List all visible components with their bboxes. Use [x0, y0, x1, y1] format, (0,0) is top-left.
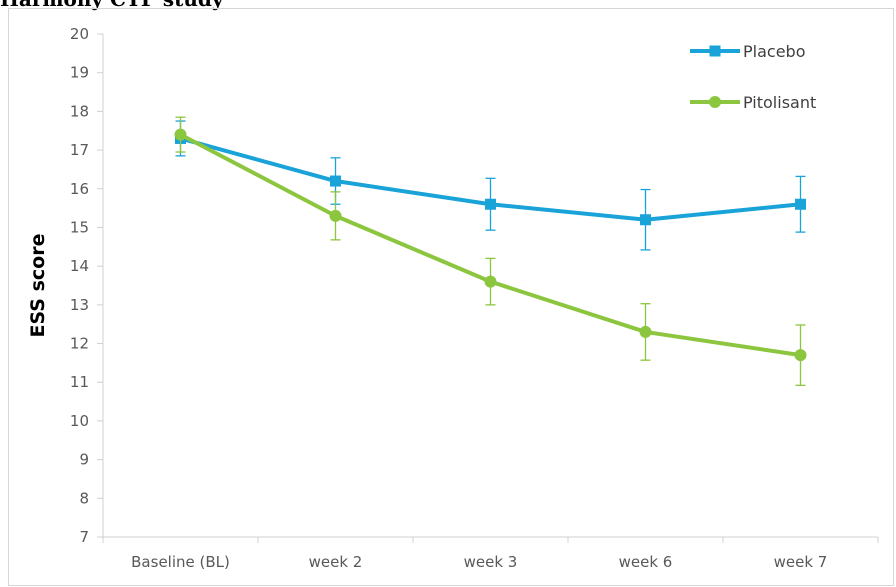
y-tick-label: 19 — [70, 64, 89, 82]
legend-marker — [709, 96, 721, 108]
y-axis-ticks: 7 8 9 10 11 12 13 14 15 16 17 18 19 20 — [70, 25, 103, 546]
legend-marker — [709, 45, 721, 57]
y-tick-label: 12 — [70, 335, 89, 353]
data-point — [795, 198, 806, 210]
x-axis-ticks: Baseline (BL) week 2 week 3 week 6 week 7 — [102, 537, 879, 571]
y-tick-label: 13 — [70, 296, 89, 314]
data-point — [640, 214, 651, 226]
data-point — [484, 275, 497, 288]
y-tick-label: 17 — [70, 141, 89, 159]
chart-legend: Placebo Pitolisant — [690, 42, 816, 112]
data-point — [329, 209, 342, 222]
legend-label: Placebo — [743, 42, 805, 61]
y-tick-label: 10 — [70, 412, 89, 430]
series-placebo — [175, 120, 806, 251]
data-point — [639, 325, 652, 338]
data-point — [174, 128, 187, 141]
x-tick-label: week 7 — [774, 553, 828, 571]
legend-label: Pitolisant — [743, 93, 816, 112]
y-tick-label: 11 — [70, 373, 89, 391]
legend-item: Placebo — [690, 42, 805, 61]
y-tick-label: 15 — [70, 218, 89, 236]
y-tick-label: 14 — [70, 257, 89, 275]
x-tick-label: week 2 — [309, 553, 363, 571]
y-axis-title: ESS score — [27, 234, 49, 338]
y-tick-label: 20 — [70, 25, 89, 43]
x-tick-label: Baseline (BL) — [131, 553, 230, 571]
series-line — [179, 132, 801, 358]
data-point — [794, 349, 807, 362]
y-tick-label: 9 — [79, 451, 89, 469]
y-tick-label: 16 — [70, 180, 89, 198]
page-heading: Harmony CTP study — [0, 0, 223, 11]
legend-item: Pitolisant — [690, 93, 816, 112]
series-pitolisant — [174, 116, 807, 386]
chart-frame — [8, 8, 894, 586]
y-tick-label: 7 — [79, 528, 89, 546]
x-tick-label: week 6 — [619, 553, 673, 571]
chart-axes — [102, 34, 878, 538]
data-point — [330, 175, 341, 187]
y-tick-label: 8 — [79, 489, 89, 507]
series-layer — [174, 116, 807, 386]
data-point — [485, 198, 496, 210]
y-tick-label: 18 — [70, 102, 89, 120]
x-tick-label: week 3 — [464, 553, 518, 571]
